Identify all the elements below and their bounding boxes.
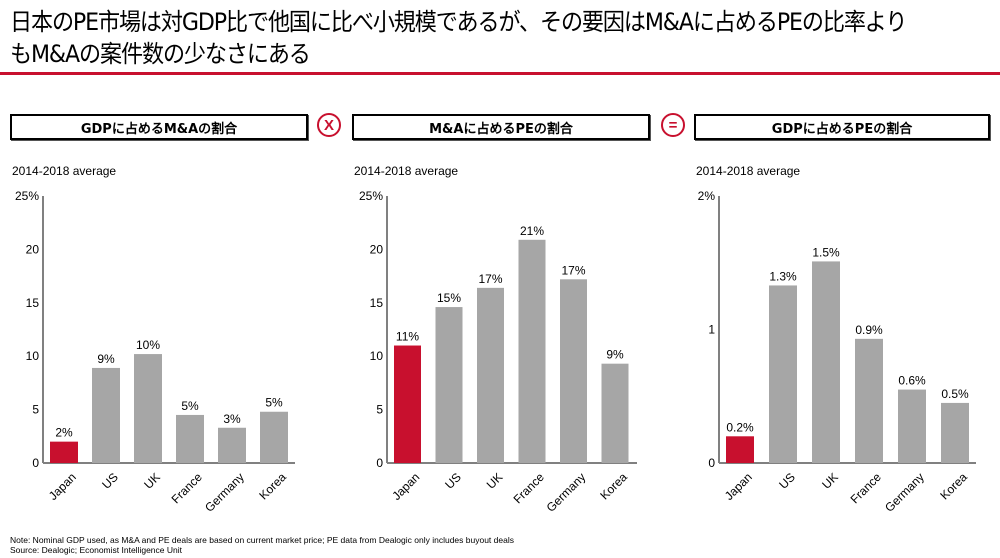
bar-japan bbox=[394, 345, 421, 463]
bar-france bbox=[176, 414, 204, 463]
y-tick-label: 0 bbox=[708, 456, 715, 470]
data-label: 21% bbox=[520, 224, 544, 238]
data-label: 0.6% bbox=[898, 374, 926, 388]
chart-pe-to-gdp: 0 1 2% 0.2% Japan 1.3% US 1.5% UK 0.9% France 0.6% G… bbox=[698, 189, 976, 515]
page-title: 日本のPE市場は対GDP比で他国に比べ小規模であるが、その要因はM&Aに占めるP… bbox=[10, 8, 907, 68]
data-label: 5% bbox=[265, 396, 283, 410]
panel-header-pe-to-gdp: GDPに占めるPEの割合 bbox=[694, 114, 990, 140]
x-tick-label: Korea bbox=[937, 470, 970, 503]
x-tick-label: UK bbox=[141, 470, 163, 492]
bar-germany bbox=[560, 279, 587, 463]
data-label: 1.3% bbox=[769, 269, 797, 283]
data-label: 11% bbox=[396, 330, 419, 344]
y-tick-label: 20 bbox=[370, 242, 384, 256]
data-label: 17% bbox=[478, 272, 502, 286]
data-label: 2% bbox=[55, 426, 73, 440]
footnote-note: Note: Nominal GDP used, as M&A and PE de… bbox=[10, 535, 514, 545]
y-tick-label: 0 bbox=[32, 456, 39, 470]
x-tick-label: Japan bbox=[46, 470, 79, 503]
bar-uk bbox=[134, 354, 162, 463]
y-tick-label: 20 bbox=[26, 242, 40, 256]
x-tick-label: US bbox=[776, 470, 798, 492]
x-tick-label: Germany bbox=[202, 470, 247, 515]
chart-subtitle: 2014-2018 average bbox=[12, 164, 117, 178]
bar-france bbox=[855, 338, 883, 463]
bar-germany bbox=[898, 389, 926, 463]
data-label: 15% bbox=[437, 291, 461, 305]
x-tick-label: UK bbox=[819, 470, 841, 492]
x-tick-label: Germany bbox=[882, 470, 927, 515]
x-tick-label: Japan bbox=[389, 470, 422, 503]
bar-korea bbox=[941, 402, 969, 463]
y-tick-label: 2% bbox=[698, 189, 716, 203]
x-tick-label: Germany bbox=[544, 470, 589, 515]
y-tick-label: 10 bbox=[370, 349, 384, 363]
x-tick-label: France bbox=[848, 470, 885, 507]
bar-japan bbox=[50, 441, 78, 463]
chart-ma-to-gdp: 0 5 10 15 20 25% 2% Japan 9% US 10% UK 5% France 3% Ger… bbox=[15, 189, 295, 515]
data-label: 0.9% bbox=[855, 323, 883, 337]
data-label: 0.2% bbox=[726, 420, 754, 434]
panel-header-ma-to-gdp: GDPに占めるM&Aの割合 bbox=[10, 114, 308, 140]
data-label: 9% bbox=[97, 352, 115, 366]
data-label: 0.5% bbox=[941, 387, 969, 401]
y-tick-label: 10 bbox=[26, 349, 40, 363]
y-tick-label: 25% bbox=[15, 189, 39, 203]
bar-korea bbox=[601, 363, 629, 463]
bar-us bbox=[435, 307, 463, 463]
x-tick-label: US bbox=[99, 470, 121, 492]
y-tick-label: 1 bbox=[708, 323, 715, 337]
chart-subtitle: 2014-2018 average bbox=[354, 164, 459, 178]
bar-japan bbox=[726, 436, 754, 463]
x-tick-label: France bbox=[169, 470, 206, 507]
panel-header-pe-to-ma: M&Aに占めるPEの割合 bbox=[352, 114, 650, 140]
y-tick-label: 0 bbox=[376, 456, 383, 470]
bar-uk bbox=[477, 287, 504, 463]
footnote: Note: Nominal GDP used, as M&A and PE de… bbox=[10, 535, 514, 555]
y-tick-label: 15 bbox=[26, 296, 40, 310]
chart-pe-to-ma: 0 5 10 15 20 25% 11% Japan 15% US 17% UK 21% France 17… bbox=[359, 189, 637, 515]
bar-us bbox=[92, 367, 120, 463]
x-tick-label: Korea bbox=[597, 470, 630, 503]
title-divider bbox=[0, 72, 1000, 75]
y-tick-label: 25% bbox=[359, 189, 383, 203]
data-label: 9% bbox=[606, 348, 624, 362]
data-label: 3% bbox=[223, 412, 241, 426]
multiply-icon: X bbox=[317, 113, 341, 137]
x-tick-label: Korea bbox=[256, 470, 289, 503]
y-tick-label: 5 bbox=[376, 403, 383, 417]
x-tick-label: US bbox=[442, 470, 464, 492]
x-tick-label: Japan bbox=[722, 470, 755, 503]
y-tick-label: 15 bbox=[370, 296, 384, 310]
data-label: 10% bbox=[136, 338, 160, 352]
data-label: 17% bbox=[561, 263, 585, 277]
equals-icon: = bbox=[661, 113, 685, 137]
y-tick-label: 5 bbox=[32, 403, 39, 417]
data-label: 1.5% bbox=[812, 245, 840, 259]
data-label: 5% bbox=[181, 399, 199, 413]
x-tick-label: UK bbox=[484, 470, 506, 492]
chart-subtitle: 2014-2018 average bbox=[696, 164, 801, 178]
bar-korea bbox=[260, 411, 288, 463]
x-tick-label: France bbox=[511, 470, 548, 507]
bar-germany bbox=[218, 427, 246, 463]
bar-us bbox=[769, 285, 797, 463]
footnote-source: Source: Dealogic; Economist Intelligence… bbox=[10, 545, 182, 555]
bar-uk bbox=[812, 261, 840, 463]
bar-france bbox=[518, 239, 546, 463]
